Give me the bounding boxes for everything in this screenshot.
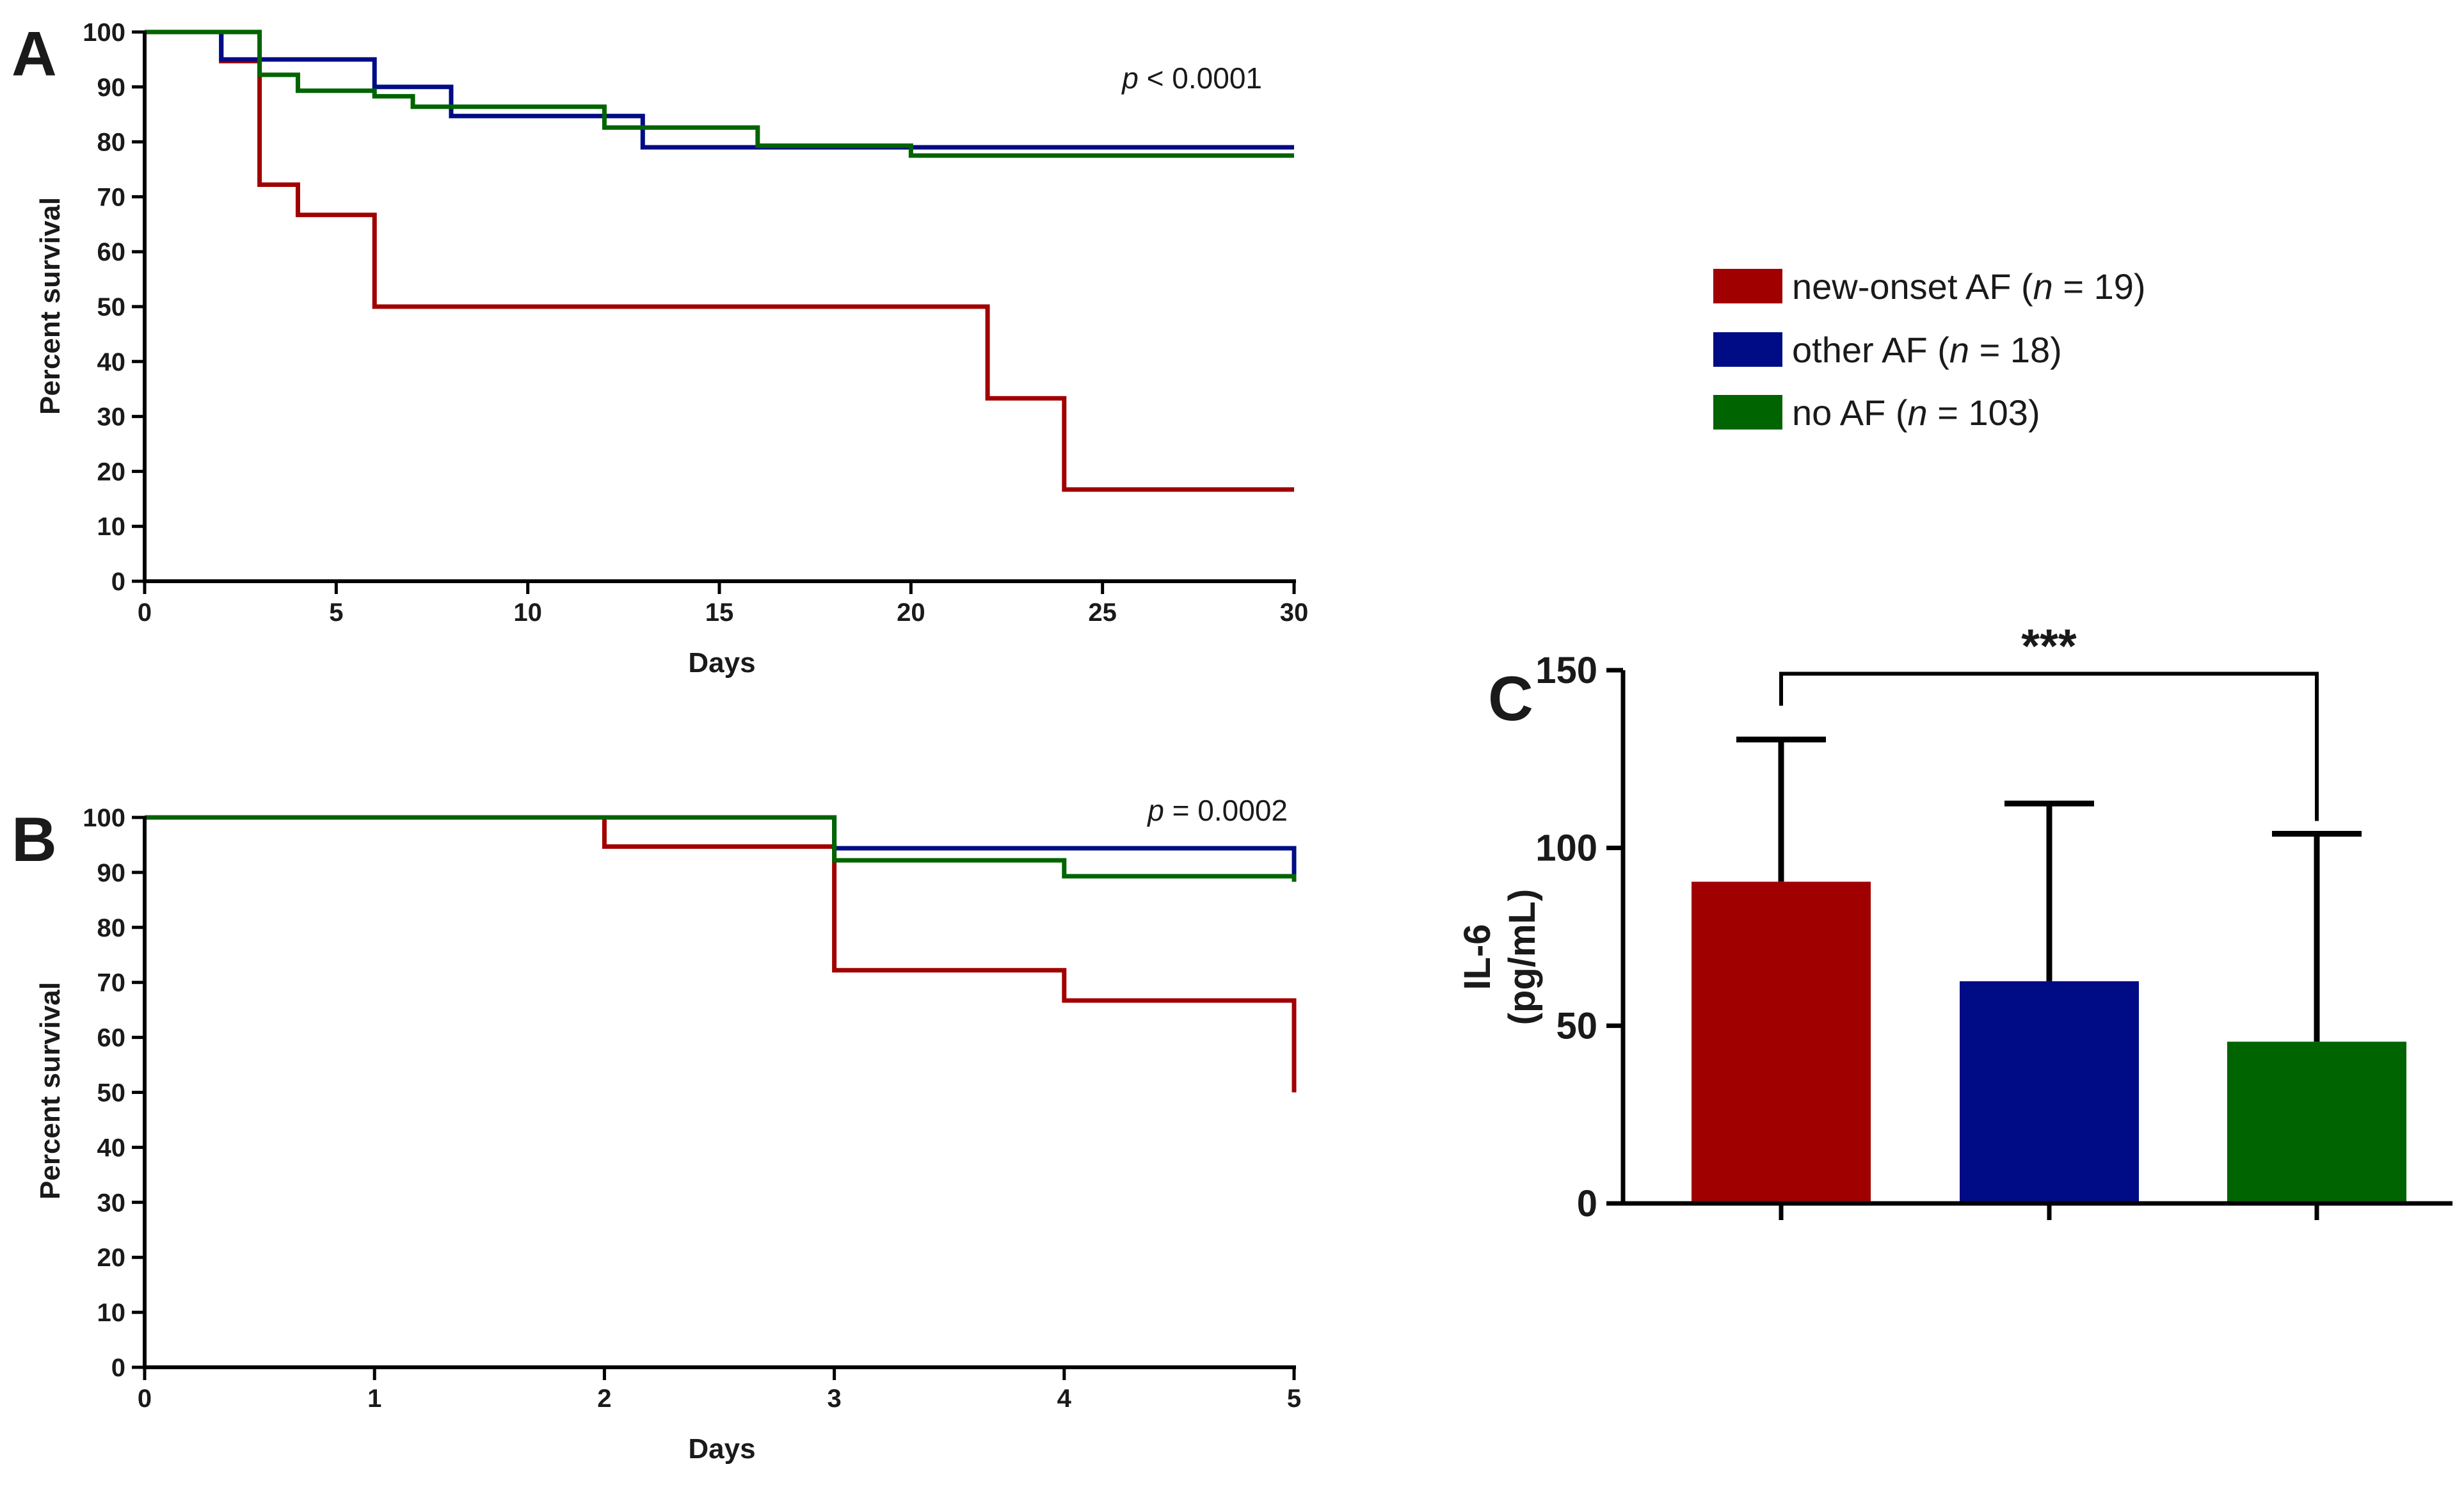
y-tick-label-c-0: 0: [1577, 1183, 1597, 1225]
y-tick-label-b-60: 60: [97, 1024, 126, 1052]
survival-line-a-no-af: [145, 29, 1294, 158]
x-tick-label-b-1: 1: [367, 1385, 381, 1413]
legend-label-no-af-n: n: [1908, 392, 1928, 433]
y-tick-label-b-90: 90: [97, 859, 126, 887]
y-axis-title-b: Percent survival: [35, 982, 66, 1200]
panel-c-bar-chart: C IL-6 (pg/mL) 0 50 100 150 ***: [1457, 620, 2452, 1225]
p-symbol-b: p: [1146, 794, 1164, 827]
legend-label-new-onset: new-onset AF (n = 19): [1792, 266, 2146, 307]
legend-label-other: other AF (n = 18): [1792, 330, 2062, 370]
x-tick-label-a-15: 15: [705, 599, 734, 627]
p-value-a: p < 0.0001: [1121, 61, 1262, 95]
legend-label-other-pre: other AF (: [1792, 330, 1949, 370]
p-value-text-a: < 0.0001: [1139, 61, 1262, 95]
legend-swatch-no-af: [1713, 395, 1782, 430]
bar-new-onset: [1692, 881, 1871, 1203]
y-tick-label-a-100: 100: [83, 19, 125, 47]
y-tick-label-a-70: 70: [97, 183, 126, 211]
y-tick-label-a-0: 0: [111, 568, 125, 596]
p-symbol-a: p: [1121, 61, 1139, 95]
legend-label-new-onset-post: = 19): [2053, 266, 2146, 307]
y-axis-title-c-line1: IL-6: [1457, 924, 1498, 990]
y-tick-label-a-30: 30: [97, 403, 126, 431]
y-tick-label-a-90: 90: [97, 74, 126, 102]
legend-label-other-post: = 18): [1969, 330, 2062, 370]
legend-label-new-onset-pre: new-onset AF (: [1792, 266, 2033, 307]
legend-label-other-n: n: [1949, 330, 1969, 370]
legend-swatch-other: [1713, 332, 1782, 367]
x-tick-label-a-30: 30: [1280, 599, 1309, 627]
legend-swatch-new-onset: [1713, 269, 1782, 303]
x-tick-label-b-2: 2: [597, 1385, 611, 1413]
x-tick-label-b-4: 4: [1057, 1385, 1072, 1413]
y-tick-label-a-60: 60: [97, 238, 126, 266]
y-tick-label-b-30: 30: [97, 1189, 126, 1217]
y-tick-label-b-0: 0: [111, 1354, 125, 1382]
survival-line-a-new-onset: [145, 29, 1294, 492]
y-axis-title-c-line2: (pg/mL): [1501, 889, 1543, 1025]
y-tick-label-c-50: 50: [1556, 1005, 1597, 1047]
x-tick-label-a-20: 20: [897, 599, 925, 627]
x-tick-label-a-10: 10: [513, 599, 542, 627]
y-tick-label-a-80: 80: [97, 129, 126, 157]
bar-other: [1960, 981, 2139, 1203]
y-tick-label-b-40: 40: [97, 1134, 126, 1162]
panel-letter-a: A: [12, 19, 57, 89]
panel-letter-c: C: [1488, 663, 1533, 734]
legend-label-no-af-post: = 103): [1928, 392, 2040, 433]
panel-a-survival-chart: A p < 0.0001 Days Percent survival 0 10 20…: [12, 19, 1308, 679]
y-tick-label-b-20: 20: [97, 1244, 126, 1272]
panel-b-survival-chart: B p = 0.0002 Days Percent survival 01020…: [12, 794, 1301, 1465]
survival-line-b-no-af: [145, 815, 1297, 882]
significance-bracket: [1779, 671, 2319, 821]
bar-no-af: [2227, 1041, 2406, 1203]
y-tick-label-a-20: 20: [97, 458, 126, 486]
y-tick-label-b-70: 70: [97, 969, 126, 997]
y-tick-label-b-100: 100: [83, 804, 125, 832]
legend-label-no-af-pre: no AF (: [1792, 392, 1908, 433]
p-value-b: p = 0.0002: [1146, 794, 1288, 827]
y-tick-label-a-50: 50: [97, 293, 126, 321]
x-axis-title-b: Days: [688, 1433, 755, 1465]
y-tick-label-b-10: 10: [97, 1299, 126, 1327]
x-tick-label-b-5: 5: [1287, 1385, 1301, 1413]
y-tick-label-b-50: 50: [97, 1079, 126, 1107]
legend: new-onset AF (n = 19) other AF (n = 18) …: [1713, 266, 2146, 433]
survival-line-b-new-onset: [145, 815, 1297, 1093]
x-tick-label-a-25: 25: [1088, 599, 1117, 627]
x-tick-label-a-5: 5: [329, 599, 343, 627]
p-value-text-b: = 0.0002: [1164, 794, 1288, 827]
x-axis-title-a: Days: [688, 647, 755, 679]
legend-label-new-onset-n: n: [2033, 266, 2053, 307]
y-tick-label-a-40: 40: [97, 348, 126, 376]
survival-line-a-other: [145, 29, 1294, 150]
x-tick-label-b-0: 0: [138, 1385, 152, 1413]
y-tick-label-b-80: 80: [97, 914, 126, 942]
panel-letter-b: B: [12, 804, 57, 874]
legend-label-no-af: no AF (n = 103): [1792, 392, 2040, 433]
y-tick-label-c-100: 100: [1535, 828, 1597, 869]
y-axis-title-a: Percent survival: [35, 197, 66, 415]
x-tick-label-a-0: 0: [138, 599, 152, 627]
significance-stars: ***: [2021, 620, 2077, 673]
y-tick-label-c-150: 150: [1535, 650, 1597, 691]
y-tick-label-a-10: 10: [97, 513, 126, 541]
x-tick-label-b-3: 3: [827, 1385, 841, 1413]
